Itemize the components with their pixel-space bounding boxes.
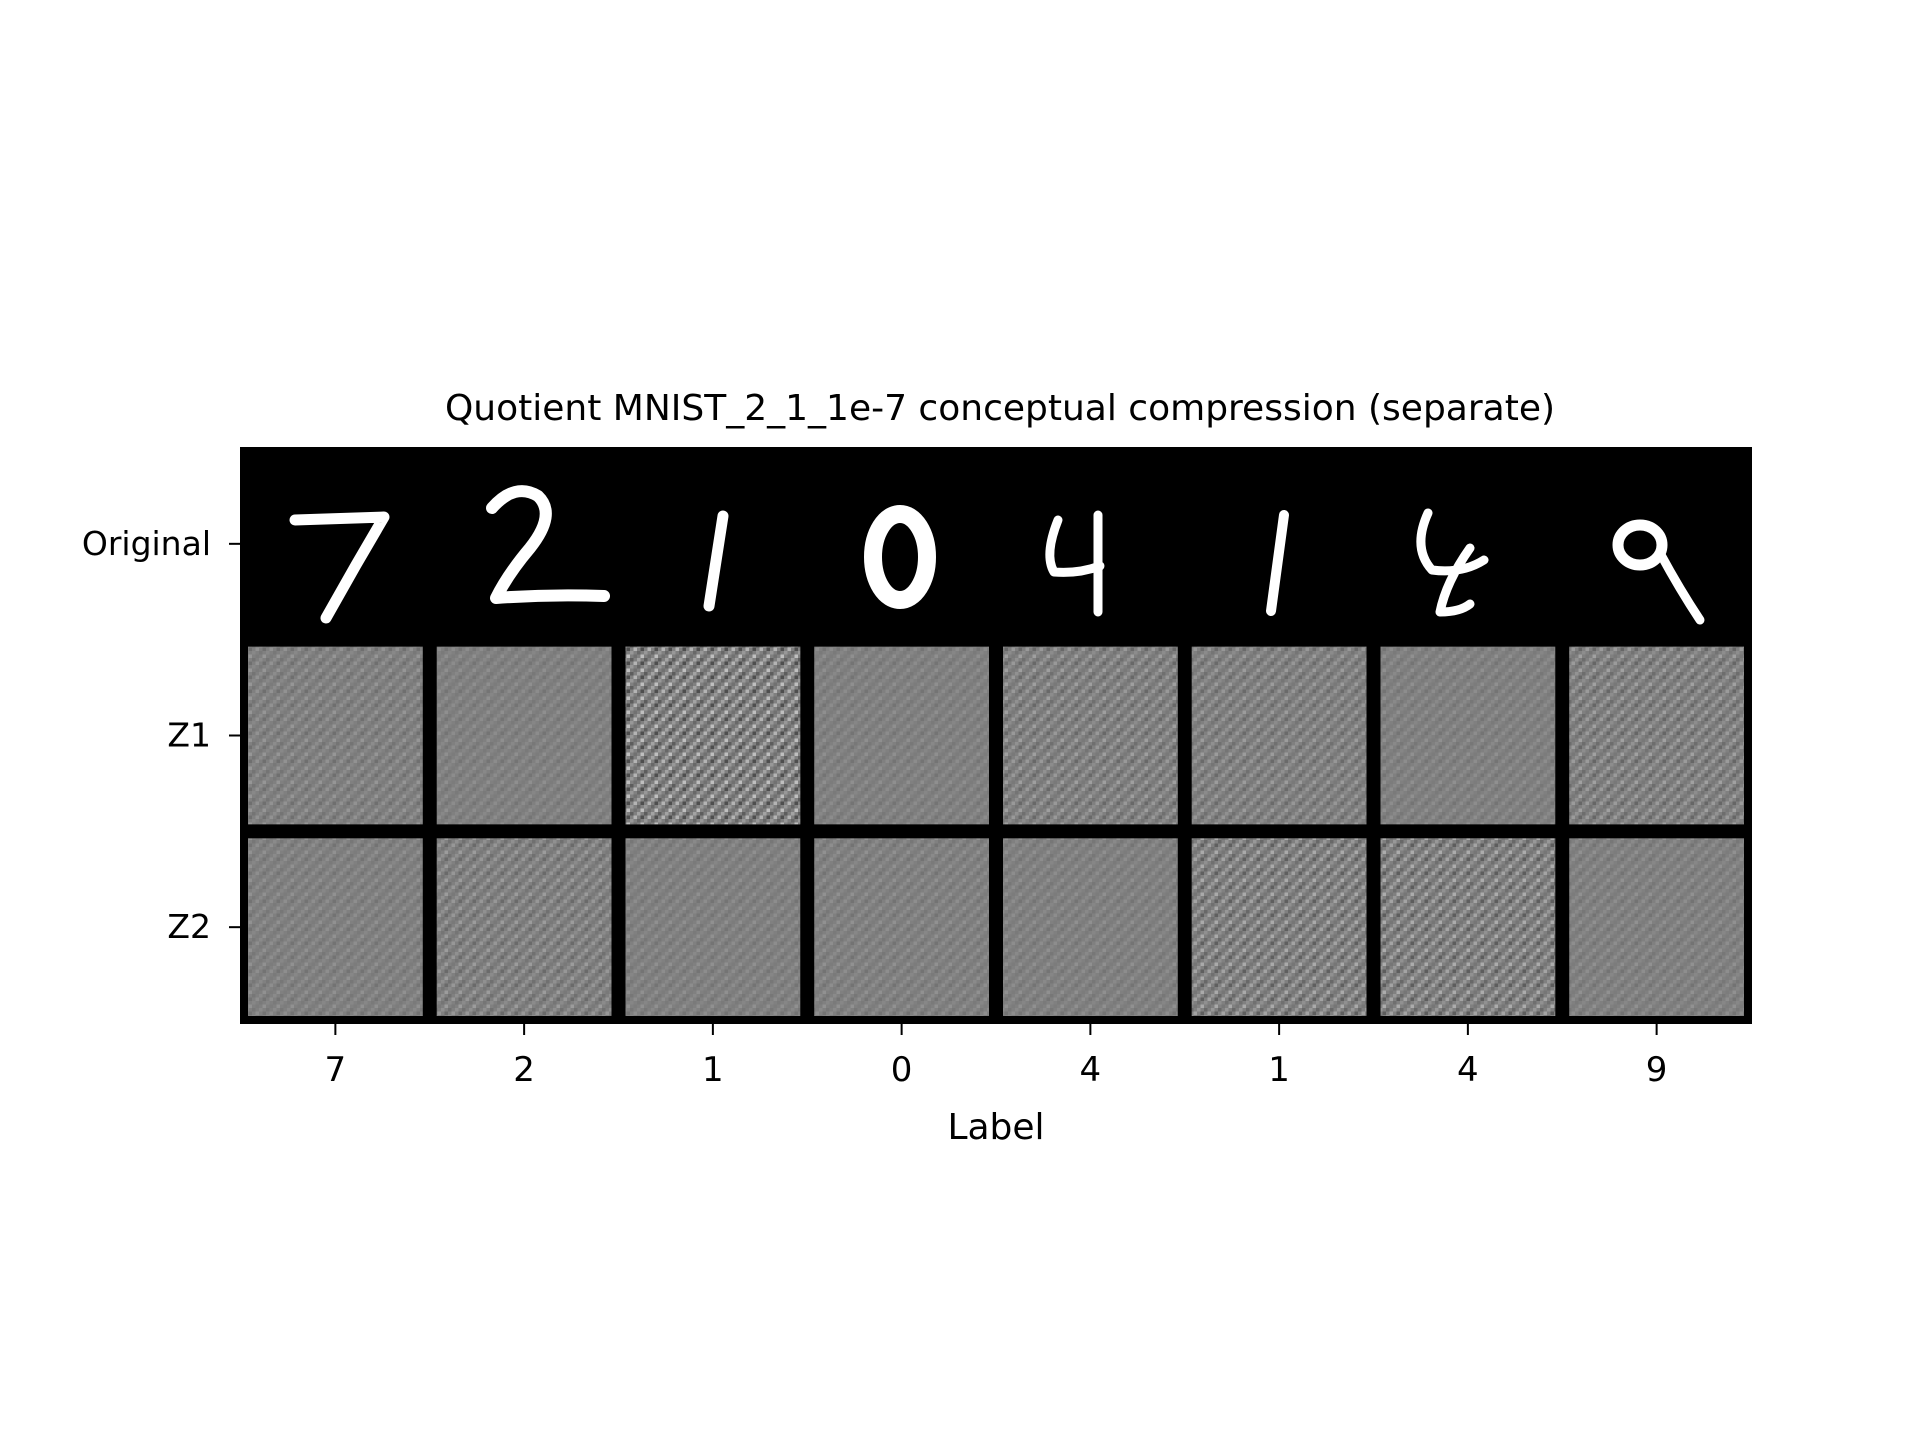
plot-area (240, 447, 1752, 1024)
noise-cell-texture (1569, 838, 1744, 1016)
x-tick-label: 1 (1268, 1050, 1290, 1090)
noise-cell-texture (625, 838, 801, 1016)
noise-cell-texture (814, 838, 989, 1016)
noise-cell-texture (1380, 838, 1556, 1016)
image-cells (248, 646, 1744, 1016)
noise-cell (1191, 838, 1367, 1016)
noise-cell (625, 838, 801, 1016)
noise-cell (1380, 646, 1556, 825)
digit-stroke (1045, 510, 1105, 617)
y-tick-label: Z1 (167, 716, 211, 755)
digit-stroke (1655, 548, 1705, 625)
noise-cell (1191, 646, 1367, 825)
noise-cell (814, 838, 989, 1016)
x-tick-label: 9 (1646, 1050, 1668, 1090)
x-tick-label: 4 (1457, 1050, 1479, 1090)
noise-cell (248, 646, 423, 825)
chart-title: Quotient MNIST_2_1_1e-7 conceptual compr… (445, 388, 1555, 429)
noise-cell-texture (248, 646, 423, 825)
noise-cell-texture (1191, 838, 1367, 1016)
y-tick-label: Z2 (167, 907, 211, 946)
x-axis: 7 2 1 0 4 1 4 9 (325, 1023, 1668, 1090)
noise-cell (1569, 646, 1744, 825)
noise-cell (1380, 838, 1556, 1016)
y-tick-label: Original (82, 524, 211, 563)
x-tick-label: 1 (702, 1050, 724, 1090)
noise-cell (248, 838, 423, 1016)
x-tick-label: 7 (325, 1050, 347, 1090)
noise-cell-texture (436, 838, 612, 1016)
noise-cell (1003, 646, 1178, 825)
noise-cell (436, 646, 612, 825)
original-digit-strokes (289, 485, 1705, 625)
noise-cell-texture (248, 838, 423, 1016)
x-tick-label: 0 (891, 1050, 913, 1090)
x-tick-label: 4 (1080, 1050, 1102, 1090)
noise-cell-texture (1003, 838, 1178, 1016)
x-tick-label: 2 (513, 1050, 535, 1090)
noise-cell (436, 838, 612, 1016)
x-axis-label: Label (947, 1107, 1044, 1148)
noise-cell-texture (436, 646, 612, 825)
digit-stroke (1266, 510, 1289, 616)
digit-stroke (486, 485, 610, 604)
noise-cell (1003, 838, 1178, 1016)
noise-cell-texture (814, 646, 989, 825)
digit-stroke (289, 511, 390, 624)
noise-cell-texture (625, 646, 801, 825)
digit-stroke (1612, 519, 1668, 571)
noise-cell-texture (1191, 646, 1367, 825)
noise-cell-texture (1003, 646, 1178, 825)
digit-stroke (864, 505, 936, 609)
noise-cell (625, 646, 801, 825)
noise-cell-texture (1569, 646, 1744, 825)
noise-cell (1569, 838, 1744, 1016)
y-axis: Original Z1 Z2 (82, 524, 241, 946)
noise-cell (814, 646, 989, 825)
digit-stroke (703, 510, 729, 612)
digit-stroke (1416, 508, 1489, 617)
noise-cell-texture (1380, 646, 1556, 825)
